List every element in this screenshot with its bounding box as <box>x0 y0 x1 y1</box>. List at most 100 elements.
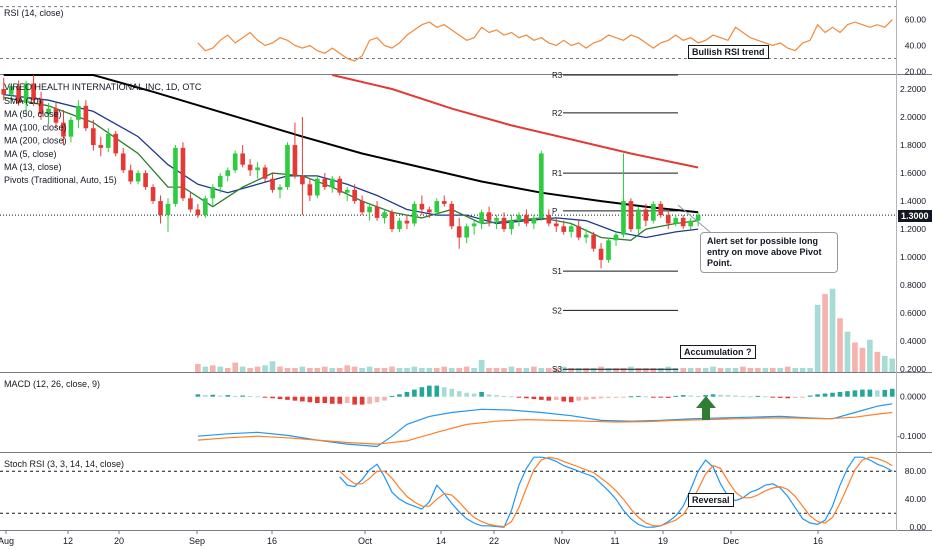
macd-pane[interactable]: 0.0000 -0.1000 <box>195 385 927 448</box>
stoch-tick-label: 40.00 <box>905 494 927 504</box>
x-tick-label: 14 <box>436 536 446 546</box>
x-tick-label: 19 <box>658 536 668 546</box>
rsi-tick-label: 60.00 <box>905 15 927 25</box>
candle-up <box>68 119 74 137</box>
volume-bar <box>605 367 612 372</box>
macd-tick-label: -0.1000 <box>897 431 926 441</box>
legend-item: MA (200, close) <box>4 136 67 146</box>
candle-up <box>255 167 260 171</box>
x-tick-label: 12 <box>63 536 73 546</box>
macd-hist-bar <box>389 395 395 397</box>
legend-item: Pivots (Traditional, Auto, 15) <box>4 175 117 185</box>
macd-hist-bar <box>329 396 335 404</box>
macd-hist-bar <box>875 390 880 397</box>
moving-averages <box>3 74 699 241</box>
candle-up <box>210 187 216 199</box>
volume-bar <box>448 367 455 372</box>
macd-hist-bar <box>763 396 768 398</box>
volume-bar <box>874 351 881 372</box>
candle-up <box>509 220 514 230</box>
x-tick-label: 16 <box>267 536 277 546</box>
macd-hist-bar <box>524 396 529 399</box>
macd-hist-bar <box>546 396 552 401</box>
macd-hist-bar <box>889 388 895 397</box>
candle-down <box>31 83 36 101</box>
macd-hist-bar <box>292 396 298 401</box>
macd-hist-bar <box>539 396 544 400</box>
volume-bar <box>859 347 866 372</box>
candle-up <box>539 153 544 218</box>
candle-down <box>665 215 671 224</box>
volume-bar <box>262 365 268 372</box>
candle-down <box>628 201 634 230</box>
price-tick-label: 2.2000 <box>900 84 926 94</box>
rsi-pane[interactable]: 60.00 40.00 20.00 <box>0 6 927 77</box>
candle-down <box>591 234 596 249</box>
candle-up <box>217 175 223 188</box>
callout-pointer <box>677 204 711 233</box>
candle-up <box>329 178 335 188</box>
candle-down <box>561 226 567 232</box>
candle-down <box>120 153 126 171</box>
candle-up <box>688 220 693 227</box>
candle-up <box>695 215 701 221</box>
candle-down <box>546 215 552 224</box>
volume-bar <box>478 359 485 372</box>
ma-line <box>3 93 699 239</box>
candle-up <box>516 215 522 221</box>
volume-bar <box>307 367 313 372</box>
volume-bar <box>254 366 261 372</box>
volume-bar <box>583 367 589 372</box>
volume-bar <box>799 367 806 372</box>
macd-hist-bar <box>285 396 290 400</box>
macd-hist-bar <box>703 395 708 397</box>
stoch-rsi-pane[interactable]: 80.00 40.00 0.00 <box>0 456 927 532</box>
volume-bar <box>516 367 522 372</box>
macd-hist-bar <box>419 387 425 397</box>
macd-hist-bar <box>867 389 873 397</box>
price-tick-label: 0.8000 <box>900 280 926 290</box>
volume-bar <box>672 367 679 372</box>
volume-bar <box>508 366 515 372</box>
candlesticks[interactable] <box>1 75 701 269</box>
candle-down <box>61 122 66 137</box>
up-arrow-icon <box>696 396 716 420</box>
macd-hist-bar <box>270 396 275 399</box>
macd-hist-bar <box>479 391 484 397</box>
volume-bar <box>501 367 507 372</box>
rsi-tick-label: 40.00 <box>905 40 927 50</box>
candle-up <box>673 217 679 224</box>
candle-down <box>486 212 492 221</box>
x-tick-label: Oct <box>358 536 373 546</box>
volume-bar <box>471 367 477 372</box>
macd-hist-bar <box>606 396 611 398</box>
candle-down <box>449 203 455 227</box>
volume-bar <box>822 294 828 372</box>
macd-line <box>197 403 893 448</box>
macd-hist-bar <box>852 390 858 397</box>
volume-bar <box>359 367 365 372</box>
macd-hist-bar <box>591 396 596 400</box>
candle-down <box>456 226 462 238</box>
volume-bar <box>829 288 836 372</box>
macd-hist-bar <box>307 396 313 403</box>
candle-down <box>113 133 119 154</box>
candle-up <box>165 203 171 216</box>
x-tick-label: 22 <box>489 536 499 546</box>
candle-up <box>651 203 656 221</box>
volume-bar <box>493 367 500 372</box>
volume-bar <box>740 366 746 372</box>
candle-up <box>203 198 208 216</box>
candle-down <box>262 167 268 179</box>
volume-bar <box>433 367 440 372</box>
macd-hist-bar <box>397 394 402 397</box>
candle-up <box>285 145 290 188</box>
candle-up <box>315 178 320 196</box>
volume-bar <box>411 366 418 372</box>
candle-up <box>135 173 141 182</box>
candle-down <box>270 178 275 190</box>
candle-down <box>240 153 245 165</box>
macd-hist-bar <box>882 389 888 397</box>
macd-hist-bar <box>613 396 619 398</box>
